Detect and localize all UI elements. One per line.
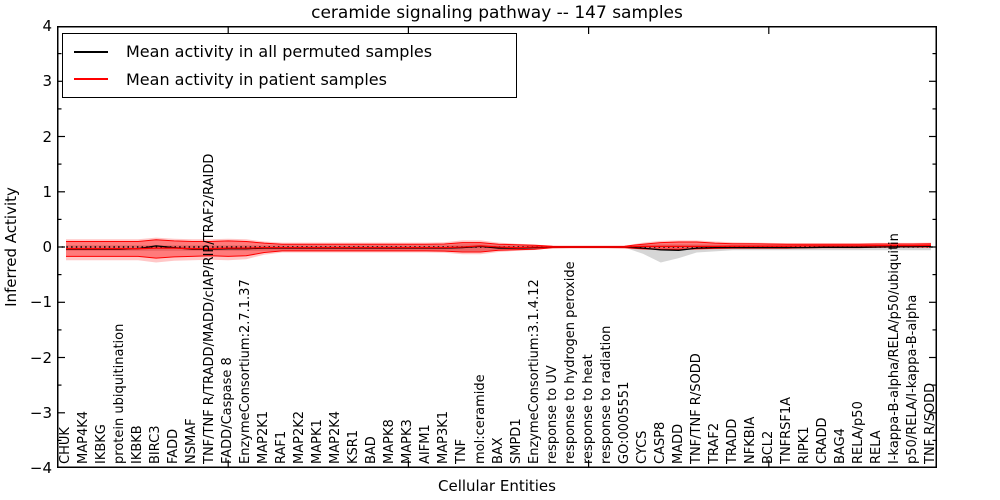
legend-line-sample-patient [74,78,108,81]
x-category-label: response to hydrogen peroxide [562,261,578,464]
y-tick-label: −1 [29,293,52,312]
x-category-label: SMPD1 [508,418,524,464]
x-category-label: RIPK1 [796,426,812,464]
y-tick-label: 2 [42,127,52,146]
y-tick-label: −2 [29,348,52,367]
x-category-label: I-kappa-B-alpha/RELA/p50/ubiquitin [886,233,902,464]
x-category-label: MAP3K1 [436,410,452,464]
x-category-label: CRADD [814,417,830,465]
x-category-label: EnzymeConsortium:2.7.1.37 [238,279,254,464]
x-category-label: FADD [166,428,182,464]
legend-entry-patient: Mean activity in patient samples [63,70,516,89]
x-category-label: CHUK [58,427,73,464]
x-category-label: RELA [868,430,884,464]
y-tick-label: 1 [42,182,52,201]
x-category-label: MAPK8 [382,419,398,464]
x-category-label: response to heat [580,354,596,464]
x-category-label: TNFRSF1A [778,396,794,464]
x-category-label: RELA/p50 [850,401,866,464]
x-category-label: FADD/Caspase 8 [220,357,236,464]
x-category-label: MADD [670,423,686,464]
x-category-label: MAP2K4 [328,410,344,464]
x-category-label: AIFM1 [418,424,434,464]
y-tick-label: −4 [29,459,52,477]
x-category-label: mol:ceramide [472,374,488,464]
y-tick-label: 0 [42,238,52,256]
x-category-label: BAX [490,437,506,464]
x-category-label: RAF1 [274,430,290,464]
x-category-label: TNF R/SODD [923,382,938,464]
x-category-label: protein ubiquitination [112,323,128,464]
legend-entry-permuted: Mean activity in all permuted samples [63,42,516,61]
y-tick-label: −3 [29,403,52,422]
x-category-label: response to radiation [598,325,614,464]
x-category-label: IKBKB [130,425,146,464]
x-category-label: NSMAF [184,418,200,464]
legend-label-permuted: Mean activity in all permuted samples [126,42,433,62]
x-category-label: TNF/TNF R/TRADD/MADD/cIAP/RIP/TRAF2/RAID… [202,153,218,464]
x-category-label: IKBKG [94,424,109,464]
x-category-label: BAD [364,436,380,464]
x-category-label: EnzymeConsortium:3.1.4.12 [526,279,542,464]
x-category-label: MAP2K1 [256,410,272,464]
x-category-label: CYCS [634,430,650,464]
legend-line-sample-permuted [74,50,108,53]
legend: Mean activity in all permuted samples Me… [62,33,517,98]
y-tick-label: 4 [42,17,52,35]
x-category-label: response to UV [544,365,560,464]
x-category-label: TNF [454,438,470,464]
legend-label-patient: Mean activity in patient samples [126,69,387,89]
x-category-label: p50/RELA/I-kappa-B-alpha [904,294,920,464]
x-category-label: MAP4K4 [76,410,91,464]
chart-title: ceramide signaling pathway -- 147 sample… [311,3,683,23]
x-category-label: TNF/TNF R/SODD [688,353,704,464]
x-category-label: MAP2K2 [292,410,308,464]
x-category-label: BAG4 [832,428,848,464]
x-category-label: CASP8 [652,421,668,464]
x-category-label: BCL2 [760,430,776,464]
x-category-label: TRAF2 [706,422,722,464]
x-category-label: MAPK3 [400,419,416,464]
x-category-label: BIRC3 [148,425,164,465]
x-category-label: GO:0005551 [616,381,632,464]
x-category-label: KSR1 [346,429,362,464]
x-axis-label: Cellular Entities [438,477,556,495]
plot-area [57,26,937,468]
x-category-label: MAPK1 [310,419,326,464]
x-category-label: NFKBIA [742,416,758,464]
x-category-label: TRADD [724,418,740,464]
y-tick-label: 3 [42,72,52,91]
